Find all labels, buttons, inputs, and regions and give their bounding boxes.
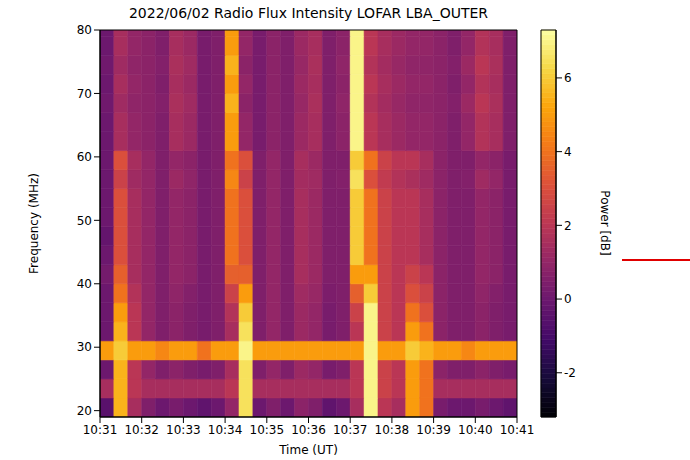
svg-text:80: 80 xyxy=(77,23,92,37)
svg-text:Frequency (MHz): Frequency (MHz) xyxy=(27,173,41,274)
svg-text:30: 30 xyxy=(77,340,92,354)
svg-text:0: 0 xyxy=(564,292,572,306)
html-text:2022/06/02 Radio Flux Intensit: 2022/06/02 Radio Flux Intensity LOFAR LB… xyxy=(129,5,488,21)
svg-text:10:32: 10:32 xyxy=(124,423,159,437)
svg-text:60: 60 xyxy=(77,150,92,164)
svg-text:10:41: 10:41 xyxy=(500,423,535,437)
svg-text:10:40: 10:40 xyxy=(458,423,493,437)
svg-text:20: 20 xyxy=(77,404,92,418)
svg-text:10:31: 10:31 xyxy=(83,423,118,437)
svg-text:Time (UT): Time (UT) xyxy=(278,443,338,457)
svg-text:Power [dB]: Power [dB] xyxy=(598,190,612,255)
svg-text:10:37: 10:37 xyxy=(333,423,368,437)
svg-text:70: 70 xyxy=(77,87,92,101)
svg-text:6: 6 xyxy=(564,71,572,85)
svg-text:10:39: 10:39 xyxy=(416,423,451,437)
svg-text:10:36: 10:36 xyxy=(291,423,326,437)
svg-text:-2: -2 xyxy=(564,366,576,380)
svg-text:10:35: 10:35 xyxy=(250,423,285,437)
svg-text:2: 2 xyxy=(564,219,572,233)
svg-text:10:38: 10:38 xyxy=(375,423,410,437)
svg-text:50: 50 xyxy=(77,214,92,228)
svg-text:10:33: 10:33 xyxy=(166,423,201,437)
svg-text:40: 40 xyxy=(77,277,92,291)
svg-text:10:34: 10:34 xyxy=(208,423,243,437)
svg-text:4: 4 xyxy=(564,145,572,159)
